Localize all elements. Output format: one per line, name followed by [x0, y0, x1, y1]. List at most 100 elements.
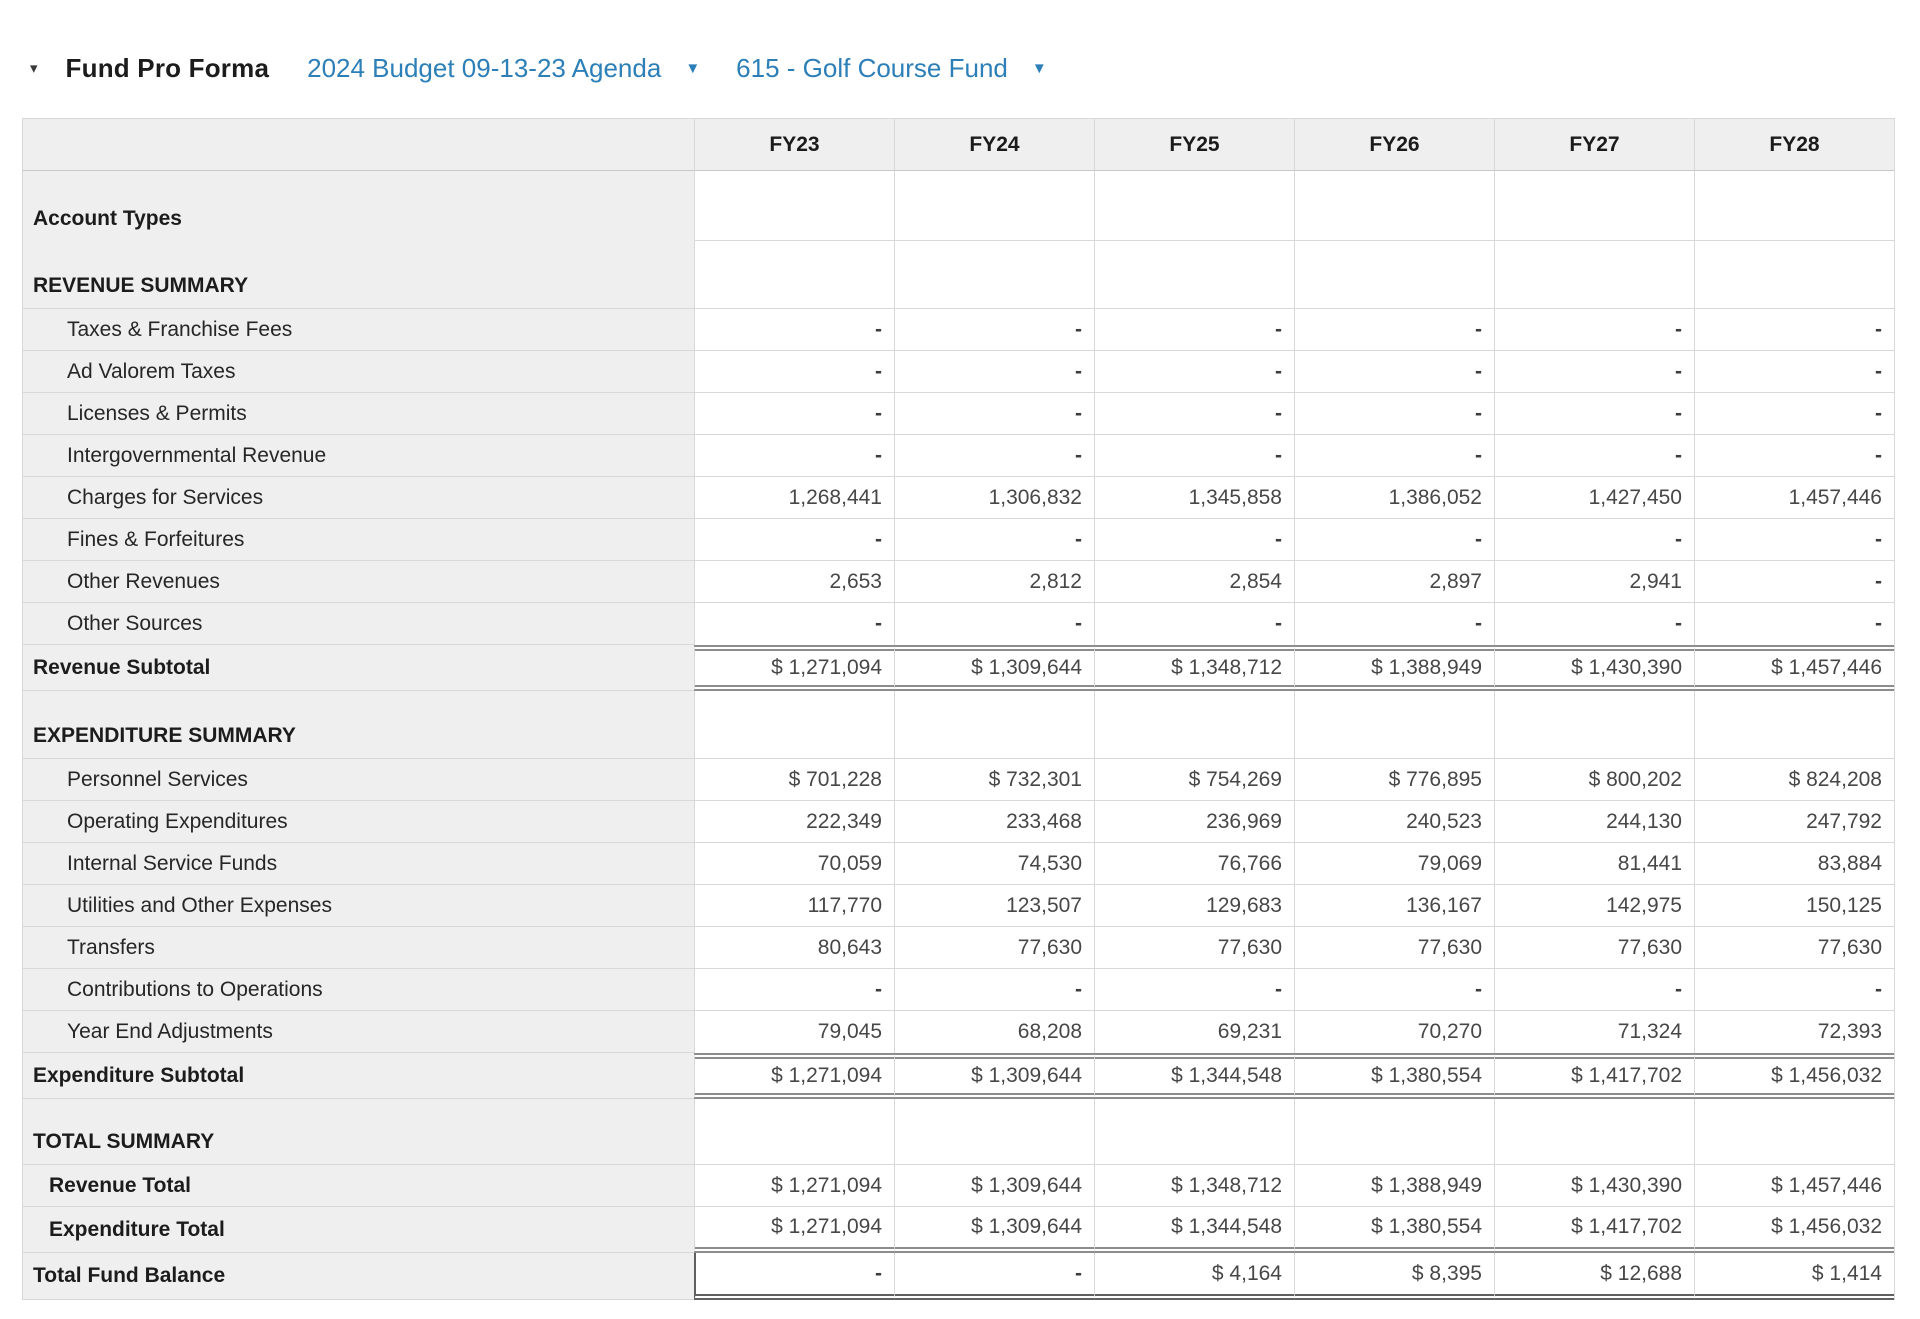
cell-FY23: $ 701,228 [694, 759, 894, 801]
row-label: Licenses & Permits [23, 393, 694, 435]
cell-FY25: 236,969 [1094, 801, 1294, 843]
cell-FY24: $ 1,309,644 [894, 1165, 1094, 1207]
cell-FY24 [894, 691, 1094, 759]
row-label: REVENUE SUMMARY [23, 241, 694, 309]
row-label: Ad Valorem Taxes [23, 351, 694, 393]
cell-FY27: $ 1,417,702 [1494, 1053, 1694, 1099]
cell-FY25: - [1094, 309, 1294, 351]
row-label: Internal Service Funds [23, 843, 694, 885]
row-label: Expenditure Subtotal [23, 1053, 694, 1099]
cell-FY24: - [894, 969, 1094, 1011]
cell-FY27: 142,975 [1494, 885, 1694, 927]
cell-FY25: - [1094, 351, 1294, 393]
row-label: Total Fund Balance [23, 1253, 694, 1300]
cell-FY28: $ 1,414 [1694, 1253, 1894, 1300]
cell-FY26: - [1294, 435, 1494, 477]
cell-FY26: 240,523 [1294, 801, 1494, 843]
cell-FY28: 83,884 [1694, 843, 1894, 885]
table-row: Transfers 80,643 77,630 77,630 77,630 77,630 7… [23, 927, 1894, 969]
row-label: Expenditure Total [23, 1207, 694, 1253]
cell-FY26 [1294, 171, 1494, 241]
cell-FY23: - [694, 1253, 894, 1300]
cell-FY27: $ 1,417,702 [1494, 1207, 1694, 1253]
cell-FY26: - [1294, 969, 1494, 1011]
cell-FY26: 2,897 [1294, 561, 1494, 603]
chevron-down-icon[interactable]: ▼ [685, 59, 701, 77]
row-label: Account Types [23, 171, 694, 241]
cell-FY25 [1094, 1099, 1294, 1165]
cell-FY25: 2,854 [1094, 561, 1294, 603]
cell-FY27: 244,130 [1494, 801, 1694, 843]
cell-FY27 [1494, 241, 1694, 309]
cell-FY24: - [894, 519, 1094, 561]
table-header-row: FY23 FY24 FY25 FY26 FY27 FY28 [23, 119, 1894, 171]
cell-FY25: 129,683 [1094, 885, 1294, 927]
cell-FY23: $ 1,271,094 [694, 1165, 894, 1207]
cell-FY24: 233,468 [894, 801, 1094, 843]
cell-FY28 [1694, 1099, 1894, 1165]
cell-FY28: 72,393 [1694, 1011, 1894, 1053]
cell-FY27 [1494, 1099, 1694, 1165]
row-label: Revenue Subtotal [23, 645, 694, 691]
cell-FY28: - [1694, 393, 1894, 435]
cell-FY24: - [894, 351, 1094, 393]
cell-FY25: - [1094, 435, 1294, 477]
column-header-FY23: FY23 [694, 119, 894, 171]
row-label: Utilities and Other Expenses [23, 885, 694, 927]
budget-selector-label[interactable]: 2024 Budget 09-13-23 Agenda [307, 52, 662, 83]
row-label: Other Sources [23, 603, 694, 645]
cell-FY28: - [1694, 519, 1894, 561]
cell-FY23: 79,045 [694, 1011, 894, 1053]
chevron-down-icon[interactable]: ▼ [1031, 59, 1047, 77]
cell-FY23: - [694, 435, 894, 477]
cell-FY24: 68,208 [894, 1011, 1094, 1053]
cell-FY23: 117,770 [694, 885, 894, 927]
cell-FY24: 123,507 [894, 885, 1094, 927]
cell-FY25: 69,231 [1094, 1011, 1294, 1053]
fund-selector-label[interactable]: 615 - Golf Course Fund [736, 52, 1008, 83]
cell-FY23: - [694, 519, 894, 561]
table-row: Charges for Services 1,268,441 1,306,832 1,… [23, 477, 1894, 519]
cell-FY27: - [1494, 393, 1694, 435]
cell-FY27: $ 12,688 [1494, 1253, 1694, 1300]
collapse-caret-icon[interactable]: ▾ [30, 59, 38, 77]
fund-selector[interactable]: 615 - Golf Course Fund ▼ [736, 53, 1047, 84]
table-row: Internal Service Funds 70,059 74,530 76,766… [23, 843, 1894, 885]
row-label: EXPENDITURE SUMMARY [23, 691, 694, 759]
row-label: Transfers [23, 927, 694, 969]
row-label: TOTAL SUMMARY [23, 1099, 694, 1165]
cell-FY23: - [694, 969, 894, 1011]
cell-FY26: $ 1,388,949 [1294, 1165, 1494, 1207]
cell-FY23: - [694, 393, 894, 435]
cell-FY27: 1,427,450 [1494, 477, 1694, 519]
cell-FY27: 81,441 [1494, 843, 1694, 885]
table-row: Licenses & Permits - - - - - - [23, 393, 1894, 435]
cell-FY24: - [894, 603, 1094, 645]
row-label: Other Revenues [23, 561, 694, 603]
cell-FY24: 2,812 [894, 561, 1094, 603]
cell-FY24 [894, 171, 1094, 241]
cell-FY24 [894, 241, 1094, 309]
table-row: Total Fund Balance - - $ 4,164 $ 8,395 $ 12,6… [23, 1253, 1894, 1300]
cell-FY27: - [1494, 603, 1694, 645]
column-header-blank [23, 119, 694, 171]
cell-FY23 [694, 171, 894, 241]
cell-FY26: 1,386,052 [1294, 477, 1494, 519]
cell-FY28 [1694, 691, 1894, 759]
column-header-FY25: FY25 [1094, 119, 1294, 171]
table-row: Intergovernmental Revenue - - - - - - [23, 435, 1894, 477]
cell-FY27: $ 1,430,390 [1494, 645, 1694, 691]
budget-selector[interactable]: 2024 Budget 09-13-23 Agenda ▼ [307, 53, 700, 84]
cell-FY26: - [1294, 393, 1494, 435]
cell-FY24: $ 732,301 [894, 759, 1094, 801]
cell-FY23 [694, 691, 894, 759]
cell-FY25: 76,766 [1094, 843, 1294, 885]
cell-FY26: - [1294, 519, 1494, 561]
cell-FY26: 77,630 [1294, 927, 1494, 969]
cell-FY26: 136,167 [1294, 885, 1494, 927]
cell-FY26 [1294, 1099, 1494, 1165]
cell-FY24: - [894, 309, 1094, 351]
cell-FY27: - [1494, 519, 1694, 561]
cell-FY23: $ 1,271,094 [694, 1207, 894, 1253]
column-header-FY26: FY26 [1294, 119, 1494, 171]
